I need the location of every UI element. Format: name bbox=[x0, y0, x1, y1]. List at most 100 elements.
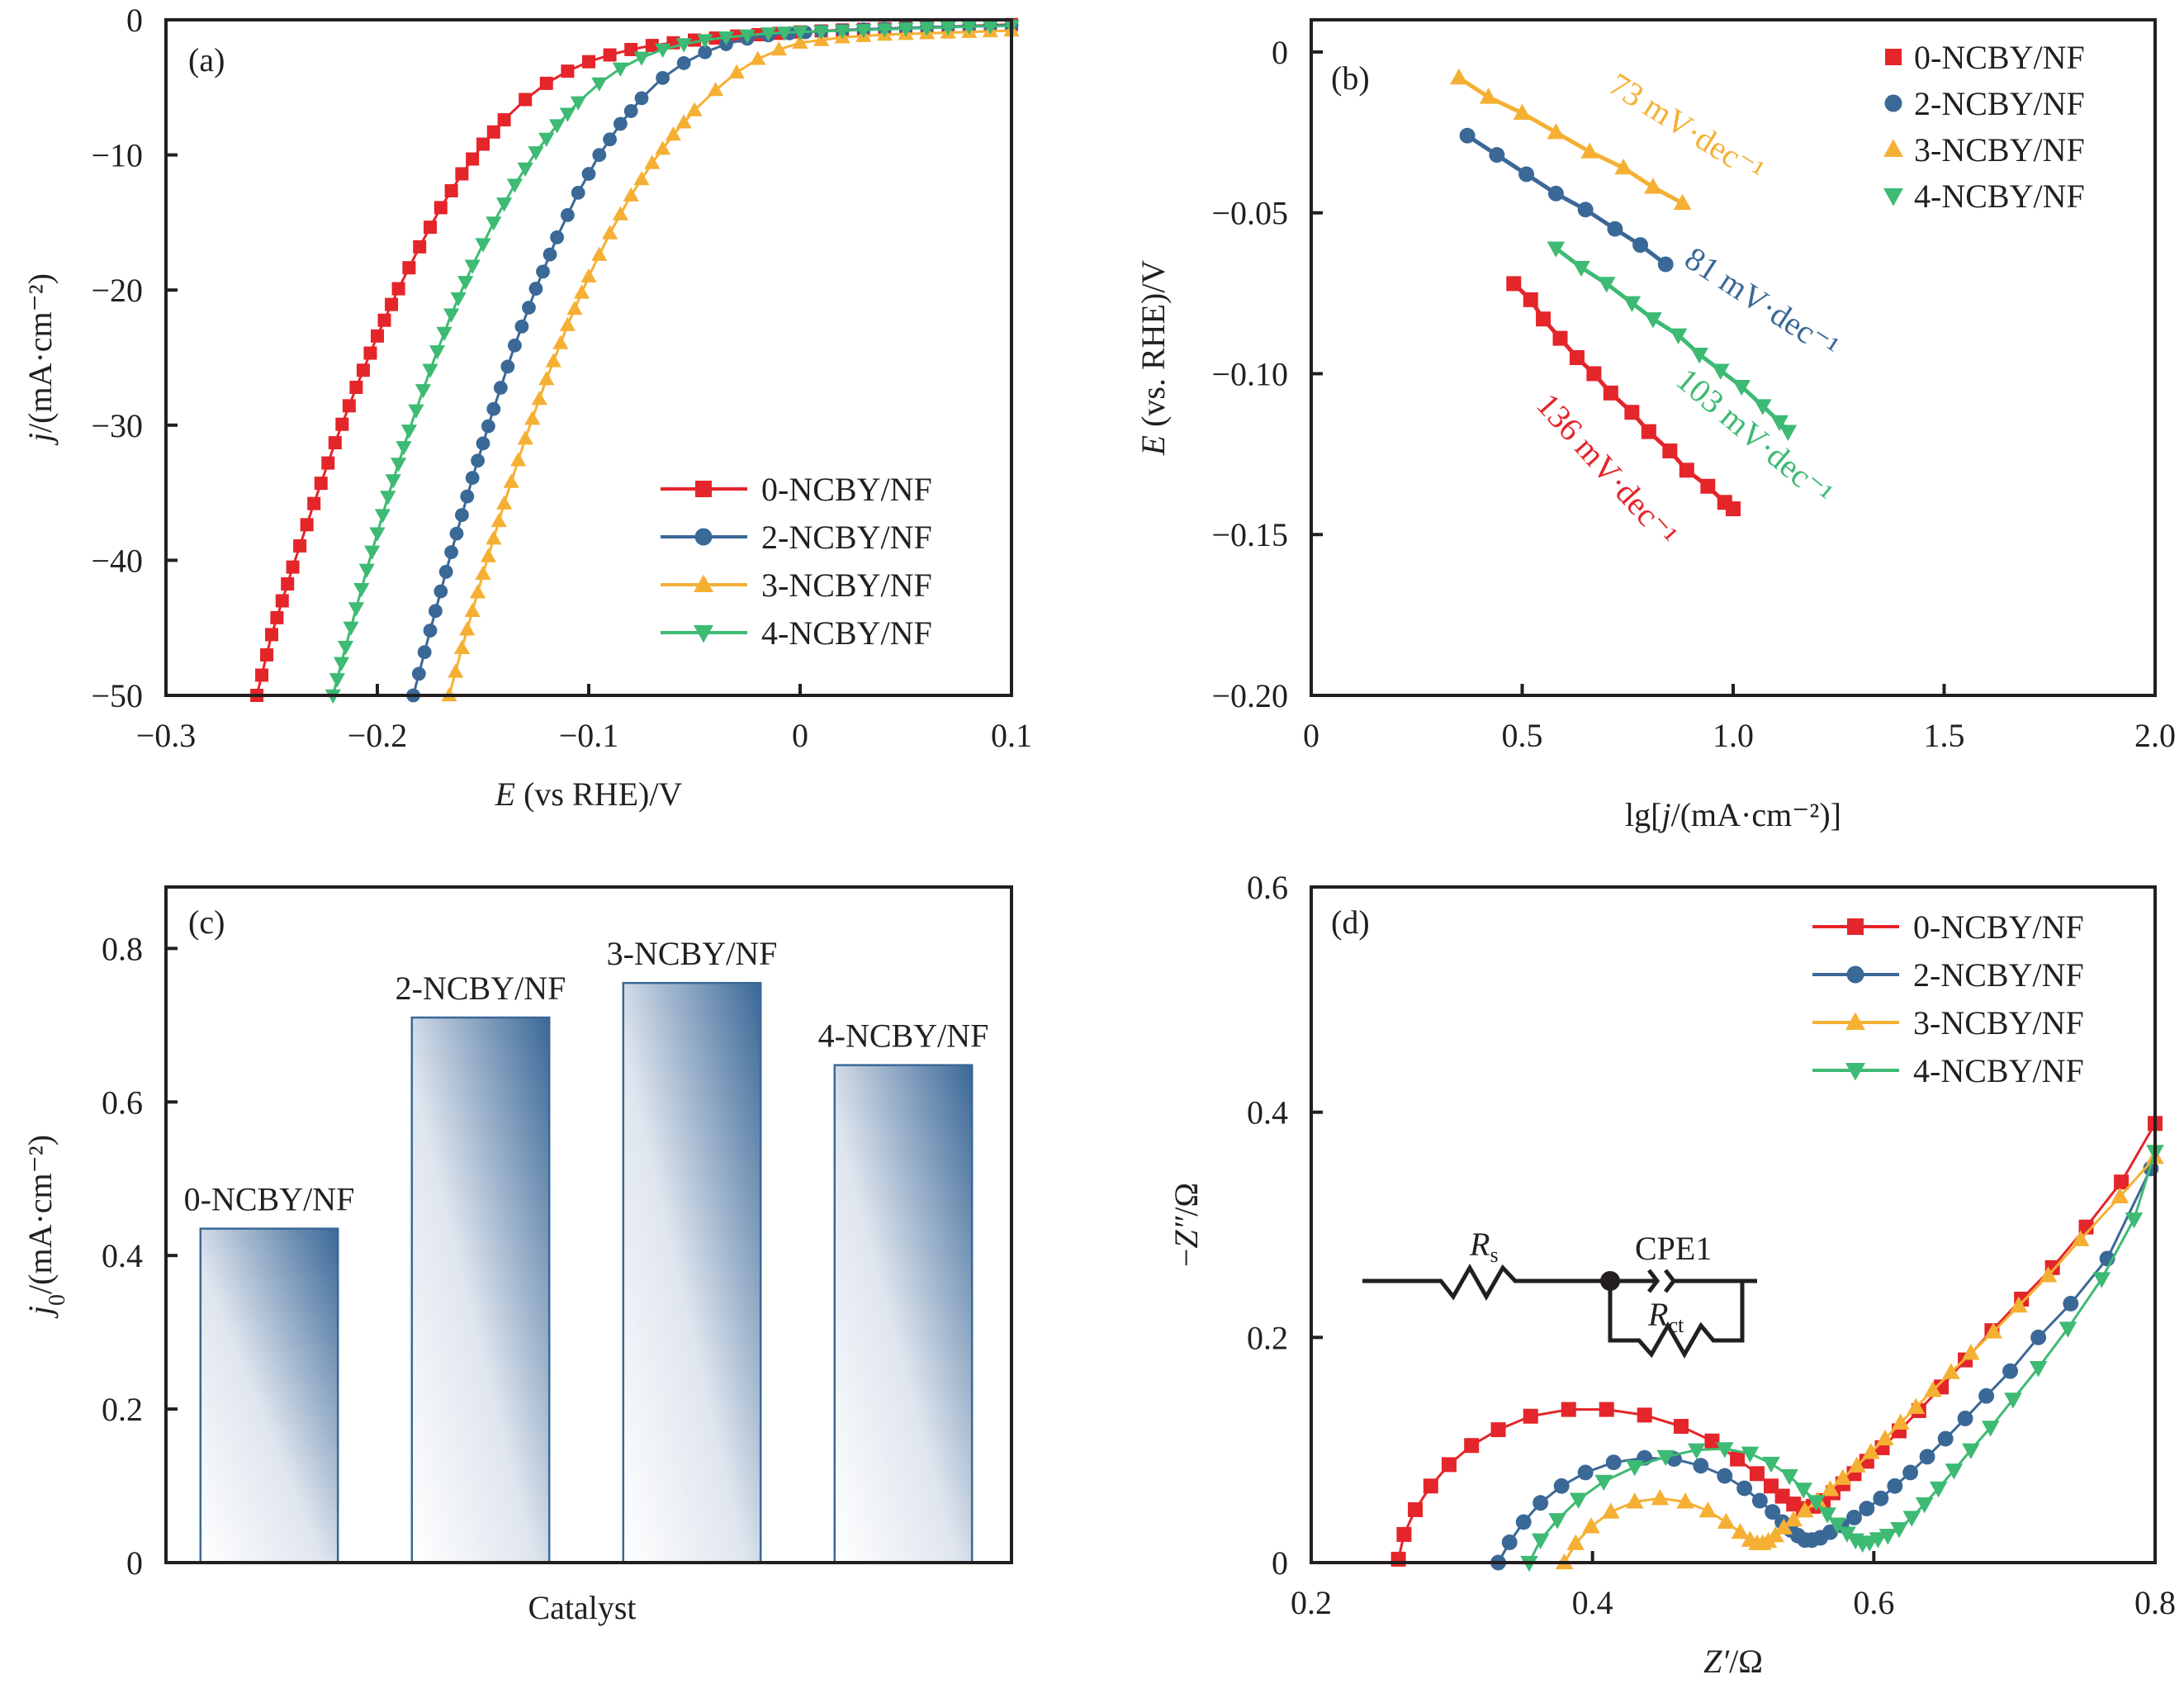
panel-b-data-point bbox=[1569, 350, 1585, 365]
panel-a-data-point bbox=[464, 259, 481, 274]
panel-d-x-tick-label: 0.2 bbox=[1291, 1584, 1332, 1621]
panel-b-legend-label: 3-NCBY/NF bbox=[1914, 131, 2085, 168]
panel-a-data-point bbox=[444, 545, 458, 559]
panel-d-data-point bbox=[1693, 1458, 1709, 1474]
panel-d-y-tick-label: 0.4 bbox=[1247, 1094, 1288, 1131]
panel-a-data-point bbox=[919, 21, 936, 36]
panel-d-data-point bbox=[1838, 1526, 1856, 1543]
panel-b-data-point bbox=[1673, 193, 1692, 211]
panel-a-y-tick-label: −20 bbox=[91, 272, 143, 309]
panel-a-data-point bbox=[602, 225, 618, 240]
panel-a-data-point bbox=[349, 380, 363, 394]
panel-d-data-point bbox=[1929, 1481, 1948, 1498]
panel-a-data-point bbox=[614, 116, 628, 131]
panel-d-legend-label: 2-NCBY/NF bbox=[1913, 956, 2084, 994]
panel-b-data-point bbox=[1513, 103, 1532, 121]
panel-d-data-point bbox=[1774, 1488, 1790, 1504]
panel-a-data-point bbox=[465, 471, 480, 486]
panel-d-data-point bbox=[1780, 1468, 1798, 1486]
panel-a-data-point bbox=[676, 55, 691, 70]
panel-b-x-axis-title-post: /(mA·cm⁻²)] bbox=[1671, 796, 1841, 833]
panel-a-data-point bbox=[982, 20, 998, 35]
panel-a-data-point bbox=[531, 391, 547, 406]
panel-a-data-point bbox=[444, 183, 458, 197]
panel-a-data-point bbox=[539, 76, 553, 90]
panel-c-bar-label-0: 0-NCBY/NF bbox=[184, 1181, 355, 1218]
panel-d-data-point bbox=[1862, 1443, 1880, 1459]
panel-a-data-point bbox=[698, 45, 713, 59]
panel-a-y-ticks: 0 −10 −20 −30 −40 −50 bbox=[91, 2, 178, 714]
panel-d-data-point bbox=[2125, 1212, 2144, 1229]
panel-a-data-point bbox=[450, 292, 467, 307]
panel-b-data-point bbox=[1623, 296, 1642, 313]
panel-a-data-point bbox=[549, 119, 566, 134]
panel-d-data-point bbox=[1828, 1517, 1846, 1534]
panel-d-x-axis-title: Z′/Ω bbox=[1703, 1643, 1763, 1680]
panel-c-bar-label-3: 4-NCBY/NF bbox=[818, 1018, 989, 1055]
panel-a-x-axis-title: E (vs RHE)/V bbox=[495, 776, 683, 813]
panel-b-data-point bbox=[1572, 260, 1590, 278]
panel-a-y-axis-title-var: j bbox=[21, 433, 59, 446]
panel-a-data-point bbox=[561, 64, 575, 78]
panel-d-data-point bbox=[1704, 1433, 1720, 1449]
panel-a-data-point bbox=[265, 628, 278, 642]
panel-b-data-point bbox=[1506, 276, 1522, 292]
panel-a-data-point bbox=[490, 512, 507, 528]
panel-a-data-point bbox=[686, 102, 703, 116]
panel-a-data-point bbox=[603, 132, 617, 147]
panel-a-data-point bbox=[453, 639, 470, 654]
panel-b-y-tick-label: −0.20 bbox=[1211, 677, 1288, 714]
panel-a-data-point bbox=[363, 346, 377, 360]
panel-c-bar-2 bbox=[622, 981, 762, 1564]
panel-c-y-tick-label: 0.4 bbox=[102, 1237, 143, 1274]
panel-d-data-point bbox=[2009, 1296, 2028, 1313]
panel-d-data-point bbox=[1594, 1474, 1613, 1492]
panel-c-y-axis-title-sub: 0 bbox=[45, 1294, 70, 1306]
panel-a-data-point bbox=[328, 436, 342, 450]
panel-a-data-point bbox=[364, 545, 381, 560]
panel-a-data-point bbox=[371, 329, 384, 343]
panel-b-data-point bbox=[1580, 142, 1599, 159]
panel-a-data-point bbox=[514, 319, 529, 334]
panel-d-data-point bbox=[1962, 1344, 1980, 1360]
panel-a-data-point bbox=[293, 538, 307, 553]
panel-a-data-point bbox=[528, 282, 543, 296]
panel-a-data-point bbox=[270, 610, 284, 624]
panel-a-data-point bbox=[612, 206, 628, 221]
panel-d-data-point bbox=[1887, 1478, 1903, 1494]
panel-a-label: (a) bbox=[188, 41, 225, 78]
panel-a-data-point bbox=[675, 38, 692, 53]
panel-d-data-point bbox=[1637, 1407, 1652, 1423]
panel-b-slope-label: 136 mV·dec⁻¹ bbox=[1529, 386, 1685, 553]
panel-a-data-point bbox=[571, 186, 585, 200]
panel-a-data-point bbox=[665, 126, 681, 141]
panel-a-data-point bbox=[343, 621, 359, 636]
panel-d-data-point bbox=[1408, 1501, 1424, 1517]
panel-a-data-point bbox=[348, 602, 364, 617]
panel-a-data-point bbox=[497, 113, 511, 127]
panel-a-data-point bbox=[356, 363, 370, 377]
panel-d-data-point bbox=[1533, 1495, 1549, 1511]
panel-d-data-point bbox=[1561, 1402, 1576, 1417]
panel-d-data-point bbox=[1553, 1478, 1570, 1494]
panel-d-series-2 bbox=[1555, 1147, 2164, 1570]
panel-a-y-tick-label: −50 bbox=[91, 677, 143, 714]
panel-b-legend-marker bbox=[1884, 94, 1902, 112]
panel-a-data-point bbox=[429, 604, 443, 619]
panel-b-data-point bbox=[1644, 178, 1662, 194]
panel-b-legend-label: 4-NCBY/NF bbox=[1914, 178, 2085, 215]
panel-a-data-point bbox=[380, 491, 396, 505]
panel-d-data-point bbox=[2111, 1187, 2130, 1204]
panel-d-label: (d) bbox=[1331, 904, 1370, 941]
panel-a-legend-marker bbox=[694, 528, 713, 546]
rs-resistor-symbol bbox=[1362, 1263, 1602, 1302]
panel-a-data-point bbox=[708, 82, 724, 97]
panel-a-x-tick-label: −0.1 bbox=[559, 717, 619, 754]
panel-a-data-point bbox=[582, 55, 595, 69]
panel-d-data-point bbox=[1717, 1468, 1733, 1484]
panel-a-data-point bbox=[517, 430, 533, 445]
panel-d-data-point bbox=[1890, 1522, 1908, 1539]
panel-a-x-tick-label: 0 bbox=[792, 717, 808, 754]
panel-a-data-point bbox=[433, 584, 448, 599]
panel-a-data-point bbox=[792, 34, 808, 50]
